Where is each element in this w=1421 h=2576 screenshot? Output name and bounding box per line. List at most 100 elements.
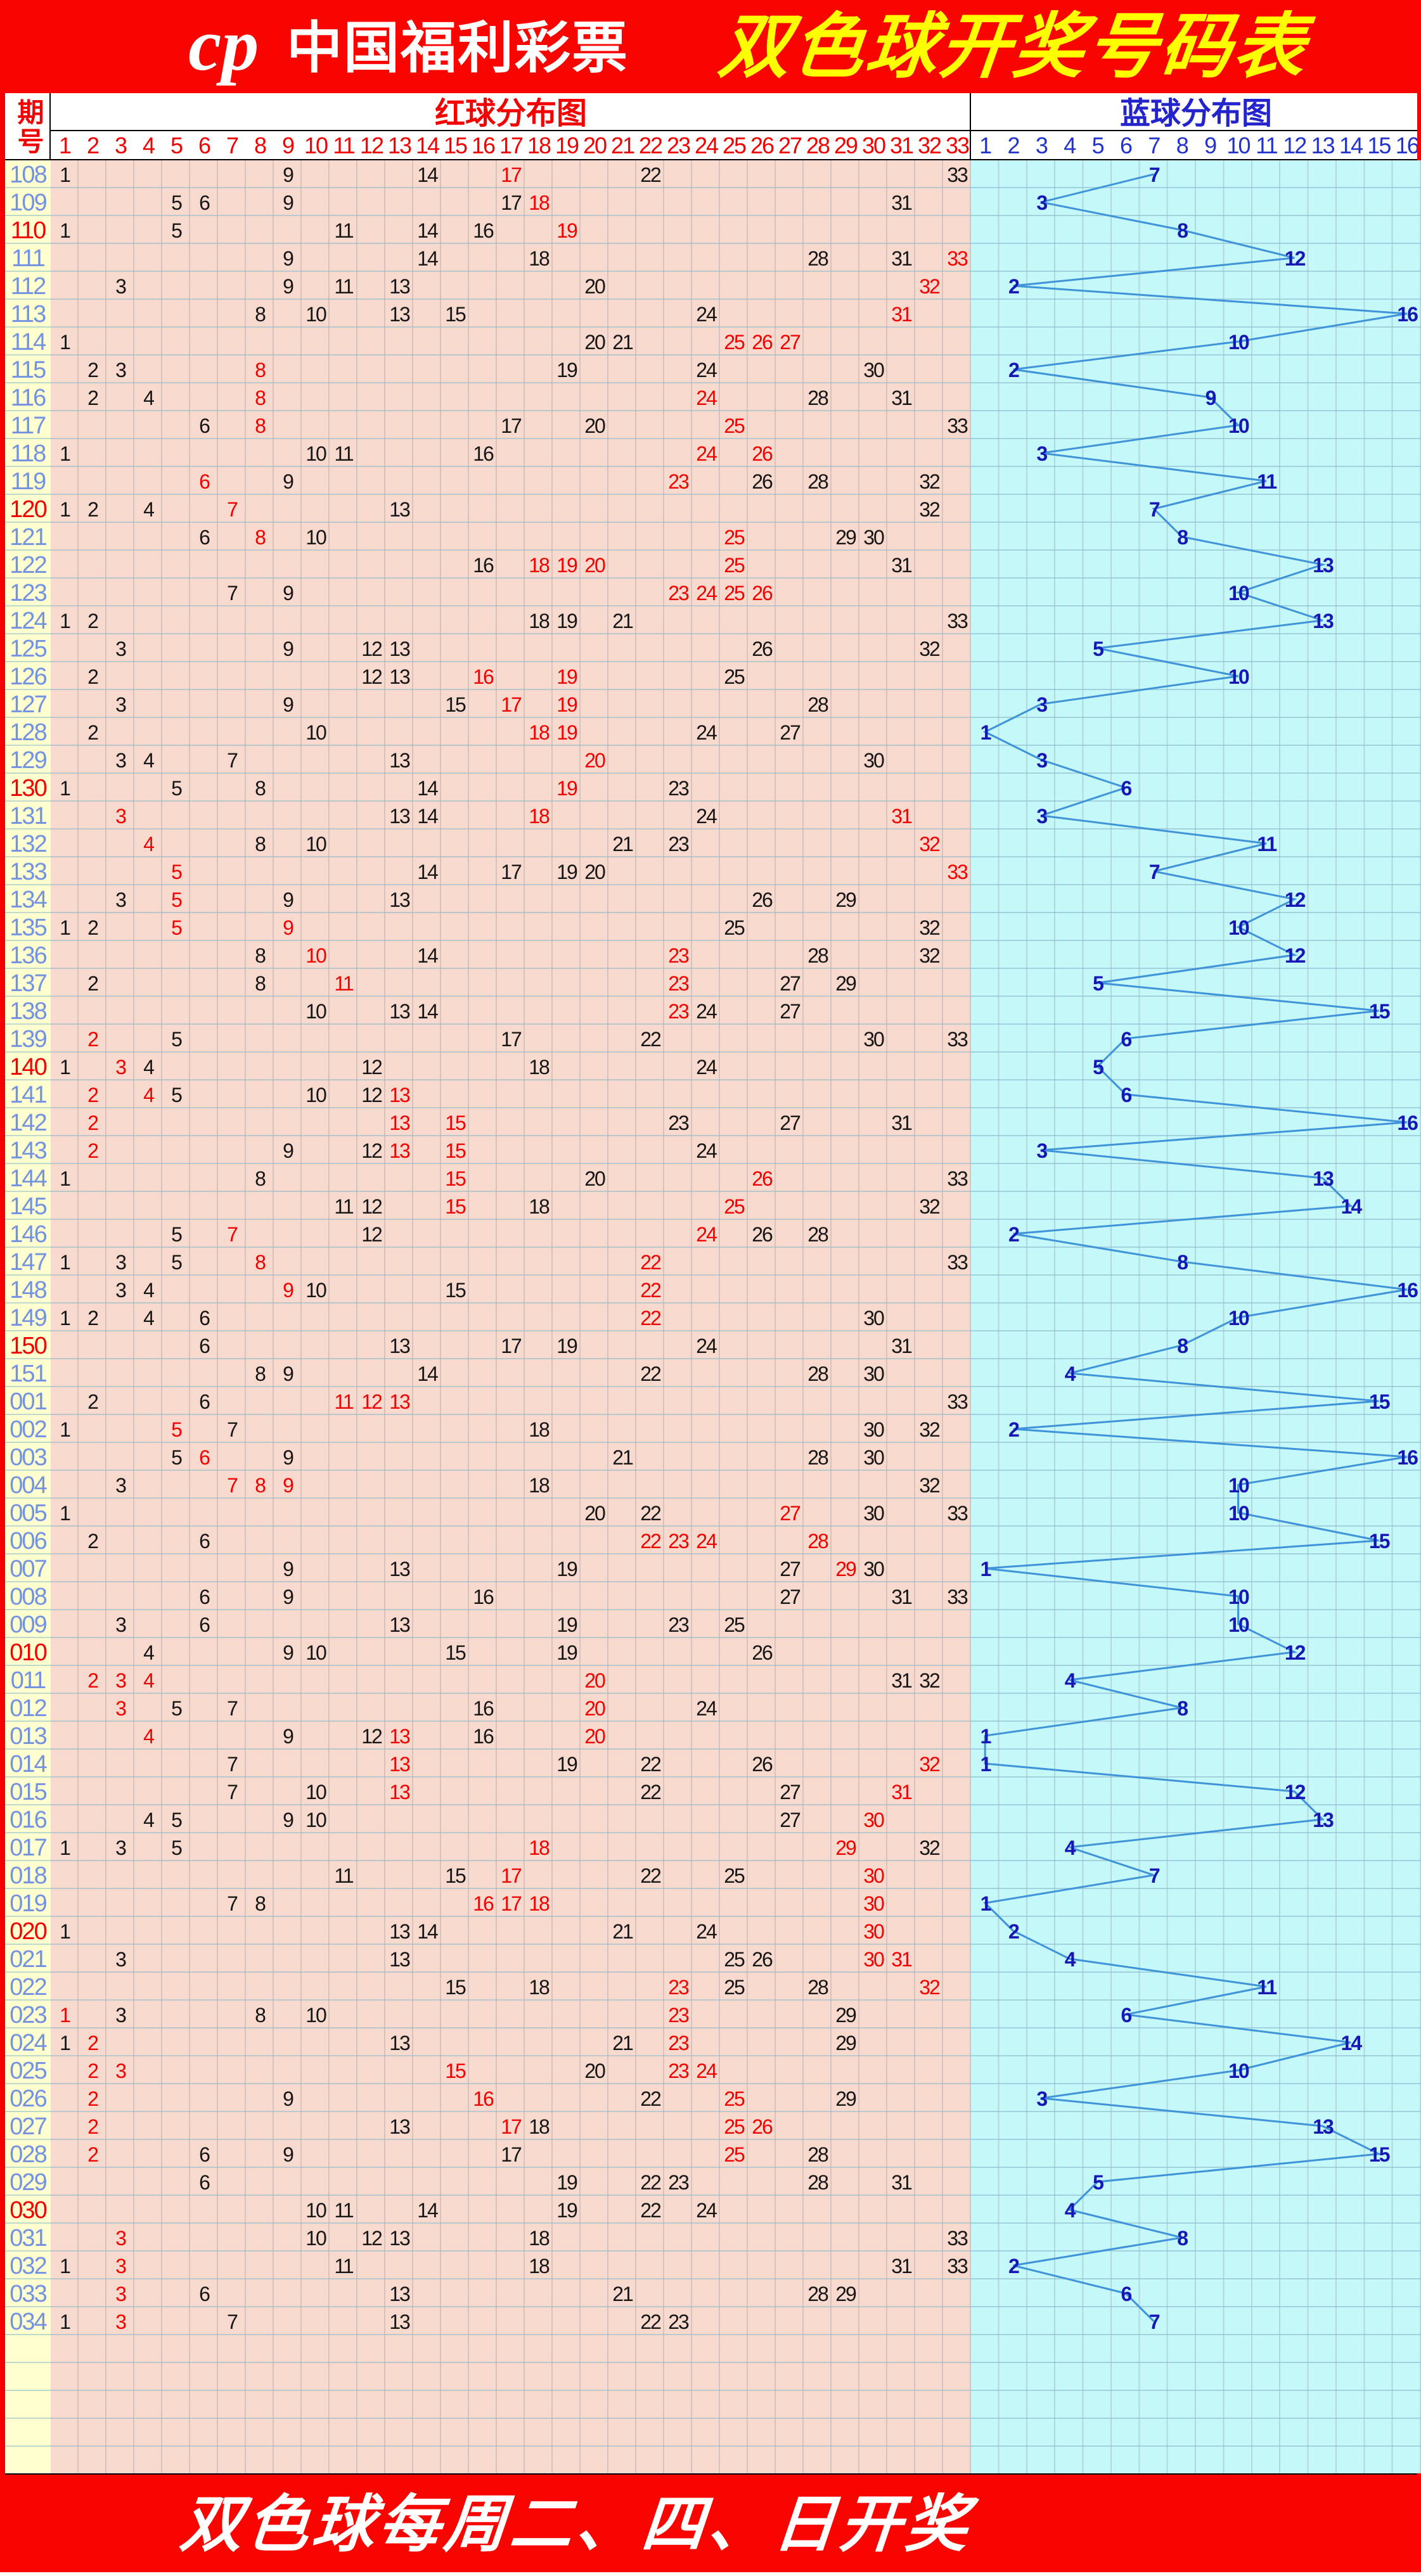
red-ball-number: 30 [863,1307,885,1330]
period-label: 113 [10,301,47,328]
red-ball-number: 8 [255,833,266,855]
red-ball-number: 26 [752,1223,773,1246]
red-ball-number: 3 [115,1279,127,1302]
blue-ball-number: 13 [1313,1167,1334,1190]
red-ball-number-hot: 25 [724,2087,745,2110]
red-ball-number: 28 [807,1362,829,1385]
red-ball-number: 27 [780,721,801,744]
red-ball-number: 24 [696,1697,717,1720]
red-ball-number: 28 [807,944,829,967]
red-ball-number-hot: 2 [87,1112,99,1134]
red-ball-number: 28 [807,1223,829,1246]
red-ball-number: 22 [640,1028,662,1051]
red-ball-number-hot: 23 [668,944,690,967]
blue-ball-number: 10 [1228,1502,1250,1525]
red-ball-number-hot: 25 [724,331,745,354]
red-ball-number-hot: 22 [640,1279,662,1302]
red-ball-number-hot: 8 [255,526,266,549]
red-ball-number: 32 [919,470,941,493]
red-ball-number: 26 [752,470,773,493]
red-ball-number-hot: 9 [283,916,294,939]
red-ball-number-hot: 30 [863,1920,885,1943]
period-label: 010 [10,1639,47,1666]
red-ball-number-hot: 8 [255,414,266,437]
red-section-title: 红球分布图 [434,97,587,131]
red-ball-number: 27 [780,1809,801,1831]
red-ball-number: 1 [60,1502,71,1525]
red-ball-number: 15 [445,693,466,716]
red-ball-number: 29 [835,888,857,911]
red-ball-number: 28 [807,1446,829,1469]
red-ball-number: 9 [283,275,294,298]
red-ball-number: 13 [389,888,411,911]
red-ball-number: 5 [171,1251,183,1274]
red-column-header: 10 [304,132,328,158]
blue-ball-number: 6 [1121,2004,1132,2027]
red-ball-number: 23 [668,1613,690,1636]
period-label: 016 [10,1807,47,1833]
period-label: 134 [10,887,47,913]
red-ball-number-hot: 2 [87,1028,99,1051]
period-label: 141 [10,1082,47,1108]
red-ball-number-hot: 33 [947,247,968,270]
red-ball-number: 28 [807,2143,829,2166]
red-ball-number: 10 [305,833,327,855]
red-ball-number: 13 [389,275,411,298]
red-ball-number-hot: 11 [334,972,354,995]
blue-column-header: 3 [1035,132,1048,158]
red-ball-number-hot: 2 [87,2087,99,2110]
red-ball-number: 6 [199,526,210,549]
red-column-header: 1 [58,132,72,158]
red-ball-number-hot: 22 [640,1251,662,1274]
blue-column-header: 10 [1226,132,1251,158]
red-column-header: 31 [889,132,914,158]
red-ball-number: 13 [389,1948,411,1971]
red-ball-number: 12 [361,638,383,660]
period-label: 129 [10,747,47,774]
red-ball-number-hot: 25 [724,526,745,549]
blue-ball-number: 15 [1368,2143,1391,2166]
red-column-header: 5 [170,132,183,158]
red-ball-number-hot: 19 [556,554,578,577]
red-ball-number: 13 [389,2283,411,2305]
period-label: 119 [10,468,47,495]
period-label: 007 [10,1556,47,1582]
period-label: 124 [10,608,47,634]
blue-ball-number: 4 [1064,2199,1076,2222]
red-ball-number-hot: 17 [501,163,522,186]
blue-ball-number: 1 [980,1558,992,1580]
red-ball-number: 7 [227,1697,238,1720]
red-ball-number: 3 [115,693,127,716]
red-ball-number: 33 [947,1167,968,1190]
red-ball-number: 32 [919,944,941,967]
red-ball-number: 6 [199,2171,210,2194]
red-ball-number: 31 [891,2171,913,2194]
blue-column-header: 14 [1339,132,1363,158]
period-label: 005 [10,1500,47,1527]
red-ball-number: 16 [473,1586,494,1608]
red-column-header: 18 [527,132,551,158]
red-ball-number: 28 [807,470,829,493]
red-ball-number: 24 [696,359,717,381]
red-ball-number: 2 [87,916,99,939]
blue-column-header: 9 [1204,132,1217,158]
red-ball-number-hot: 13 [389,1139,411,1162]
blue-column-header: 11 [1256,132,1278,158]
red-ball-number-hot: 27 [780,331,801,354]
red-ball-number-hot: 15 [445,1167,466,1190]
period-label: 028 [10,2141,47,2168]
red-ball-number-hot: 17 [501,1892,522,1915]
red-ball-number: 13 [389,2032,411,2054]
red-ball-number-hot: 20 [584,1669,606,1692]
period-label: 003 [10,1444,47,1471]
red-ball-number-hot: 9 [283,1279,294,1302]
blue-column-header: 12 [1283,132,1307,158]
period-label: 006 [10,1528,47,1554]
blue-ball-number: 10 [1228,665,1250,688]
red-column-header: 23 [666,132,691,158]
red-ball-number: 22 [640,1781,662,1804]
red-ball-number: 18 [529,1474,550,1497]
red-ball-number-hot: 15 [445,1195,466,1218]
red-column-header: 29 [833,132,858,158]
blue-ball-number: 12 [1284,247,1306,270]
